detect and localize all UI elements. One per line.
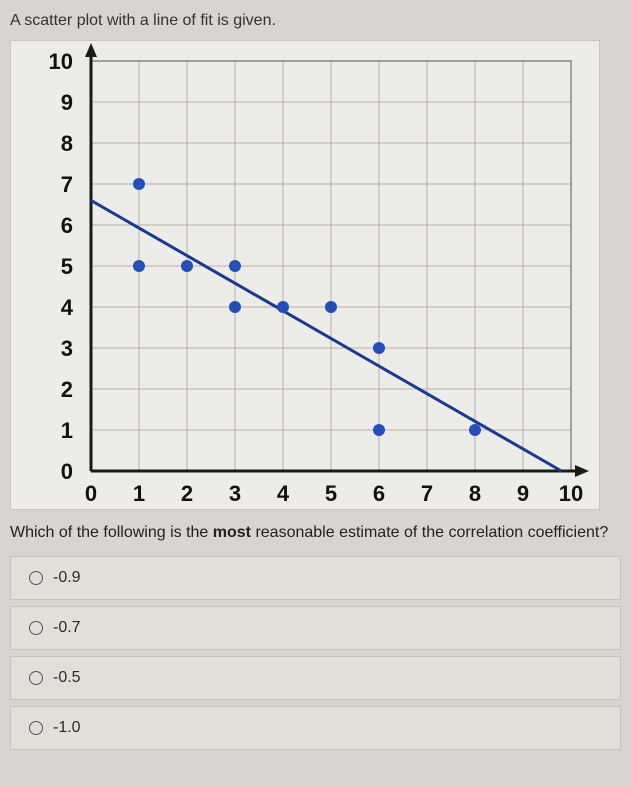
prompt-text: A scatter plot with a line of fit is giv… [10,12,621,30]
svg-text:8: 8 [469,481,481,506]
svg-text:7: 7 [61,172,73,197]
svg-text:3: 3 [229,481,241,506]
svg-text:9: 9 [517,481,529,506]
svg-text:10: 10 [49,49,73,74]
svg-text:9: 9 [61,90,73,115]
option-label: -1.0 [53,719,81,737]
options-list: -0.9 -0.7 -0.5 -1.0 [10,556,621,750]
radio-icon [29,621,43,635]
svg-text:5: 5 [61,254,73,279]
svg-text:4: 4 [61,295,74,320]
svg-text:5: 5 [325,481,337,506]
svg-text:6: 6 [373,481,385,506]
option-opt-a[interactable]: -0.9 [10,556,621,600]
option-label: -0.9 [53,569,81,587]
radio-icon [29,571,43,585]
svg-text:2: 2 [181,481,193,506]
svg-text:2: 2 [61,377,73,402]
question-text: Which of the following is the most reaso… [10,524,621,542]
question-emphasis: most [213,524,251,541]
scatter-chart: 0 1 2 3 4 5 6 7 8 9 10 0 1 2 3 4 5 6 7 8 9 10 [10,40,600,510]
option-opt-b[interactable]: -0.7 [10,606,621,650]
svg-text:8: 8 [61,131,73,156]
option-opt-c[interactable]: -0.5 [10,656,621,700]
svg-text:0: 0 [61,459,73,484]
svg-text:6: 6 [61,213,73,238]
svg-text:7: 7 [421,481,433,506]
svg-text:10: 10 [559,481,583,506]
chart-svg: 0 1 2 3 4 5 6 7 8 9 10 0 1 2 3 4 5 6 7 8 9 10 [11,41,601,511]
svg-text:0: 0 [85,481,97,506]
radio-icon [29,721,43,735]
option-opt-d[interactable]: -1.0 [10,706,621,750]
svg-text:4: 4 [277,481,290,506]
option-label: -0.7 [53,619,81,637]
svg-text:1: 1 [61,418,73,443]
question-prefix: Which of the following is the [10,524,213,541]
svg-text:3: 3 [61,336,73,361]
option-label: -0.5 [53,669,81,687]
radio-icon [29,671,43,685]
question-suffix: reasonable estimate of the correlation c… [251,524,608,541]
svg-text:1: 1 [133,481,145,506]
